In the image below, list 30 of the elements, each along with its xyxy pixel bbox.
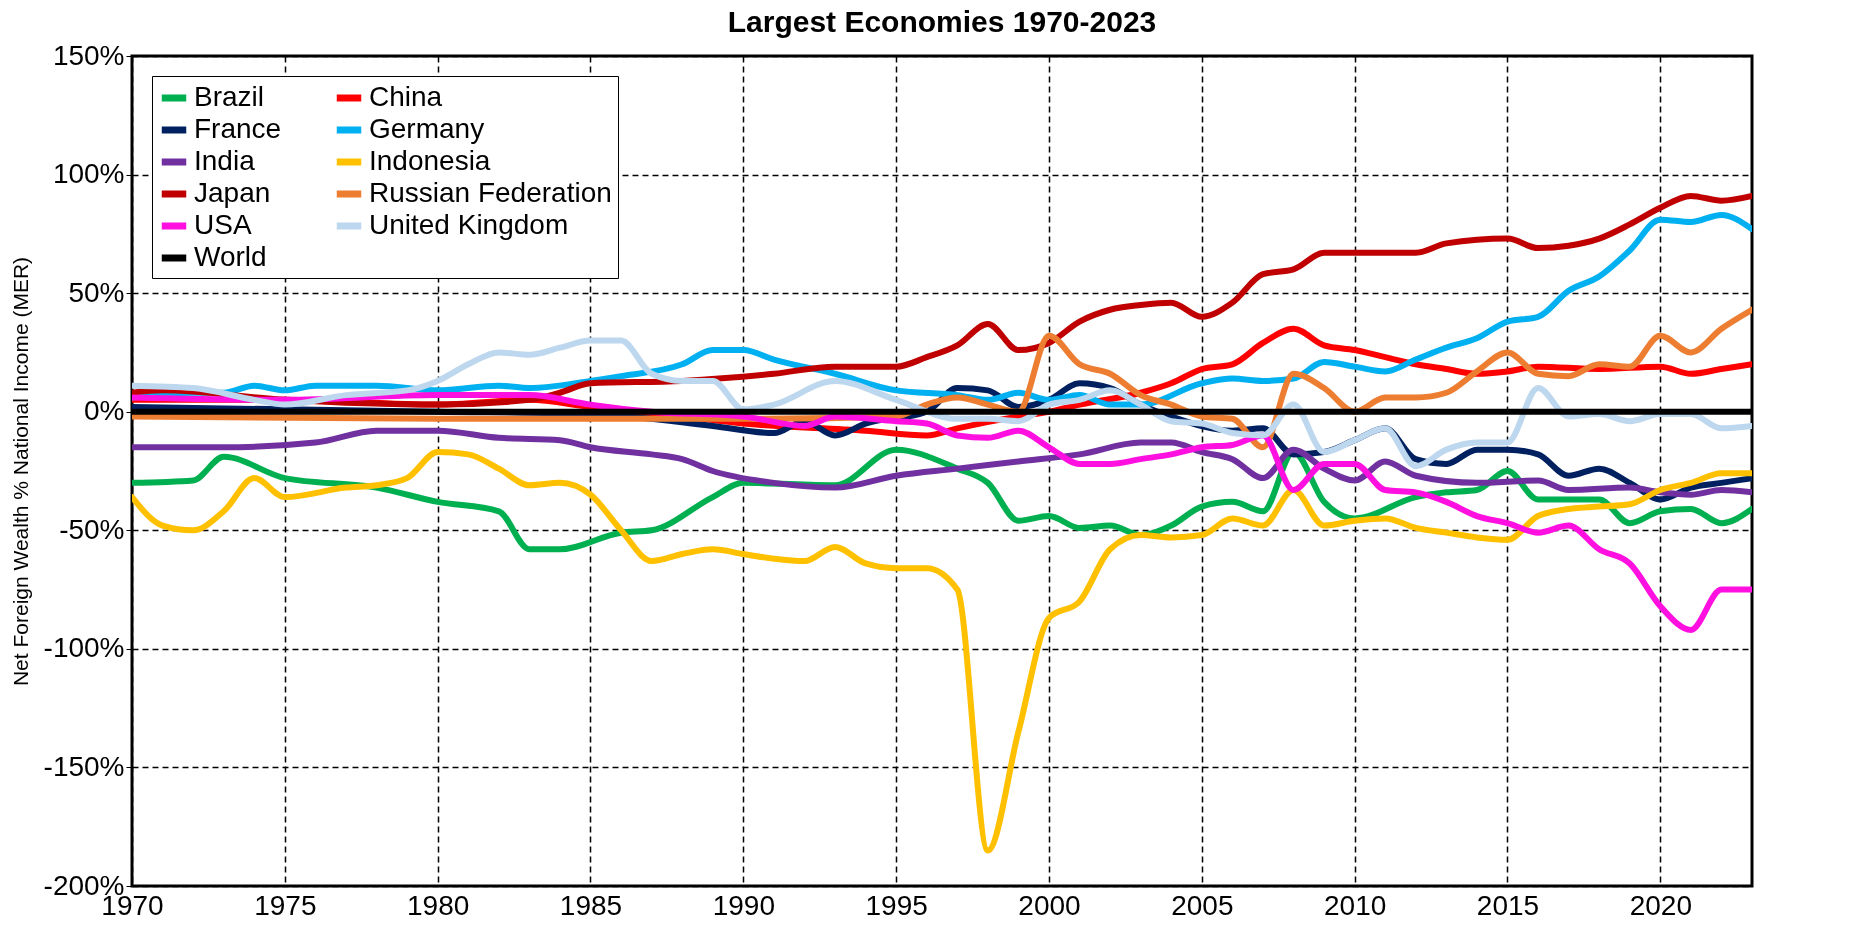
x-tick-label: 1975 bbox=[254, 889, 317, 921]
x-tick-label: 1990 bbox=[712, 889, 775, 921]
y-axis-title: Net Foreign Wealth % National Income (MER) bbox=[8, 256, 32, 687]
x-tick-label: 1980 bbox=[407, 889, 470, 921]
y-tick-label: -100% bbox=[43, 632, 125, 664]
x-tick-label: 2020 bbox=[1629, 889, 1692, 921]
legend-label: Indonesia bbox=[369, 145, 491, 176]
chart-title: Largest Economies 1970-2023 bbox=[727, 5, 1157, 38]
y-tick-label: 50% bbox=[68, 276, 125, 308]
legend-label: India bbox=[194, 145, 256, 176]
x-tick-label: 2005 bbox=[1171, 889, 1234, 921]
legend-label: World bbox=[194, 241, 267, 272]
legend-label: United Kingdom bbox=[369, 209, 569, 240]
legend-label: Germany bbox=[369, 113, 485, 144]
x-tick-label: 2000 bbox=[1018, 889, 1081, 921]
legend-label: Japan bbox=[194, 177, 271, 208]
y-tick-label: -150% bbox=[43, 750, 125, 782]
legend-label: France bbox=[194, 113, 282, 144]
y-tick-label: 150% bbox=[52, 39, 125, 71]
legend-label: Brazil bbox=[194, 81, 265, 112]
legend-label: China bbox=[369, 81, 443, 112]
x-tick-label: 1985 bbox=[559, 889, 623, 921]
y-tick-label: 100% bbox=[52, 158, 125, 190]
x-tick-label: 2010 bbox=[1323, 889, 1387, 921]
y-tick-label: -50% bbox=[59, 513, 125, 545]
legend-label: Russian Federation bbox=[369, 177, 612, 208]
y-tick-label: 0% bbox=[84, 395, 125, 427]
legend-label: USA bbox=[194, 209, 252, 240]
x-tick-label: 1995 bbox=[865, 889, 928, 921]
x-tick-label: 2015 bbox=[1476, 889, 1540, 921]
